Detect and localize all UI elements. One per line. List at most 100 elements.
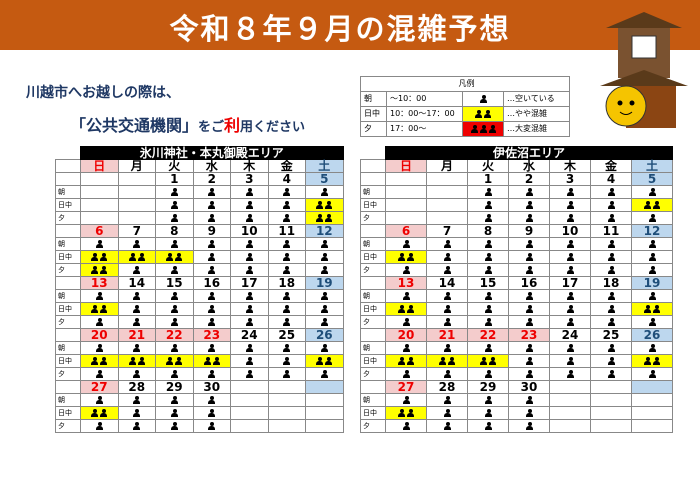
- crowd-level: [155, 289, 194, 303]
- period-row: 朝: [360, 289, 674, 303]
- person-icon: [91, 357, 99, 365]
- person-icon: [283, 357, 291, 365]
- period-label: 夕: [55, 367, 81, 381]
- person-icon: [170, 305, 178, 313]
- legend: 凡例朝～10：00 …空いている 日中 10：00～17：00 …やや混雑夕 17：00～…: [360, 76, 570, 137]
- crowd-level: [117, 354, 156, 368]
- date-row: 20 21 22 23 24 25 26: [55, 328, 344, 342]
- crowd-level: [230, 198, 269, 212]
- crowd-level: [590, 354, 632, 368]
- crowd-level: [426, 419, 468, 433]
- date: 19: [630, 276, 674, 290]
- person-icon: [170, 188, 178, 196]
- crowd-level: [267, 367, 306, 381]
- person-icon: [644, 201, 652, 209]
- crowd-level: [230, 185, 269, 199]
- date: 25: [267, 328, 306, 342]
- person-icon: [443, 240, 451, 248]
- crowd-level: [80, 367, 119, 381]
- crowd-level: [385, 185, 427, 199]
- date: 27: [385, 380, 427, 394]
- crowd-level: [467, 185, 509, 199]
- period-label: 夕: [360, 211, 386, 225]
- person-icon: [648, 292, 656, 300]
- person-icon: [644, 357, 652, 365]
- date: 23: [508, 328, 550, 342]
- crowd-level: [230, 289, 269, 303]
- person-icon: [208, 240, 216, 248]
- date: [630, 380, 674, 394]
- period-row: 日中: [360, 302, 674, 316]
- legend-time: 17：00～: [386, 121, 463, 137]
- mascot: [600, 12, 688, 128]
- period-label: 夕: [55, 315, 81, 329]
- title: 令和８年９月の混雑予想: [169, 12, 511, 46]
- crowd-level: [230, 393, 269, 407]
- person-icon: [566, 201, 574, 209]
- person-icon: [133, 292, 141, 300]
- person-icon: [170, 422, 178, 430]
- person-icon: [484, 292, 492, 300]
- person-icon: [443, 266, 451, 274]
- area-row: 氷川神社・本丸御殿エリア: [56, 146, 344, 160]
- person-icon: [245, 370, 253, 378]
- date: 28: [426, 380, 468, 394]
- blank: [55, 276, 81, 290]
- date: 1: [467, 172, 509, 186]
- person-icon: [208, 344, 216, 352]
- date: 1: [155, 172, 194, 186]
- person-icon: [95, 318, 103, 326]
- crowd-level: [385, 250, 427, 264]
- crowd-level: [80, 341, 119, 355]
- person-icon: [480, 357, 487, 365]
- crowd-level: [590, 406, 632, 420]
- legend-icon: [462, 121, 504, 137]
- crowd-level: [155, 250, 194, 264]
- person-icon: [407, 409, 414, 417]
- person-icon: [283, 240, 291, 248]
- person-icon: [525, 240, 533, 248]
- person-icon: [443, 318, 451, 326]
- person-icon: [402, 422, 410, 430]
- crowd-level: [630, 302, 674, 316]
- date: 18: [590, 276, 632, 290]
- date: 3: [549, 172, 591, 186]
- period-label: 夕: [360, 315, 386, 329]
- crowd-level: [508, 406, 550, 420]
- period-row: 朝: [55, 393, 344, 407]
- crowd-level: [426, 237, 468, 251]
- weekday: 日: [385, 159, 427, 173]
- crowd-level: [385, 289, 427, 303]
- period-row: 夕: [55, 263, 344, 277]
- notice-part: 利: [224, 116, 241, 135]
- period-row: 夕: [360, 315, 674, 329]
- person-icon: [245, 266, 253, 274]
- date: [549, 380, 591, 394]
- period-row: 朝: [360, 341, 674, 355]
- person-icon: [484, 201, 492, 209]
- crowd-level: [549, 185, 591, 199]
- crowd-level: [80, 289, 119, 303]
- person-icon: [525, 214, 533, 222]
- person-icon: [566, 188, 574, 196]
- person-icon: [443, 344, 451, 352]
- person-icon: [91, 305, 99, 313]
- crowd-level: [192, 406, 231, 420]
- person-icon: [320, 318, 328, 326]
- crowd-level: [155, 367, 194, 381]
- crowd-level: [508, 302, 550, 316]
- crowd-level: [267, 341, 306, 355]
- person-icon: [566, 370, 574, 378]
- period-row: 夕: [360, 211, 674, 225]
- crowd-level: [467, 341, 509, 355]
- date: 17: [549, 276, 591, 290]
- crowd-level: [230, 419, 269, 433]
- person-icon: [525, 188, 533, 196]
- crowd-level: [192, 341, 231, 355]
- crowd-level: [385, 237, 427, 251]
- crowd-level: [80, 185, 119, 199]
- period-row: 夕: [55, 315, 344, 329]
- date: [267, 380, 306, 394]
- person-icon: [525, 318, 533, 326]
